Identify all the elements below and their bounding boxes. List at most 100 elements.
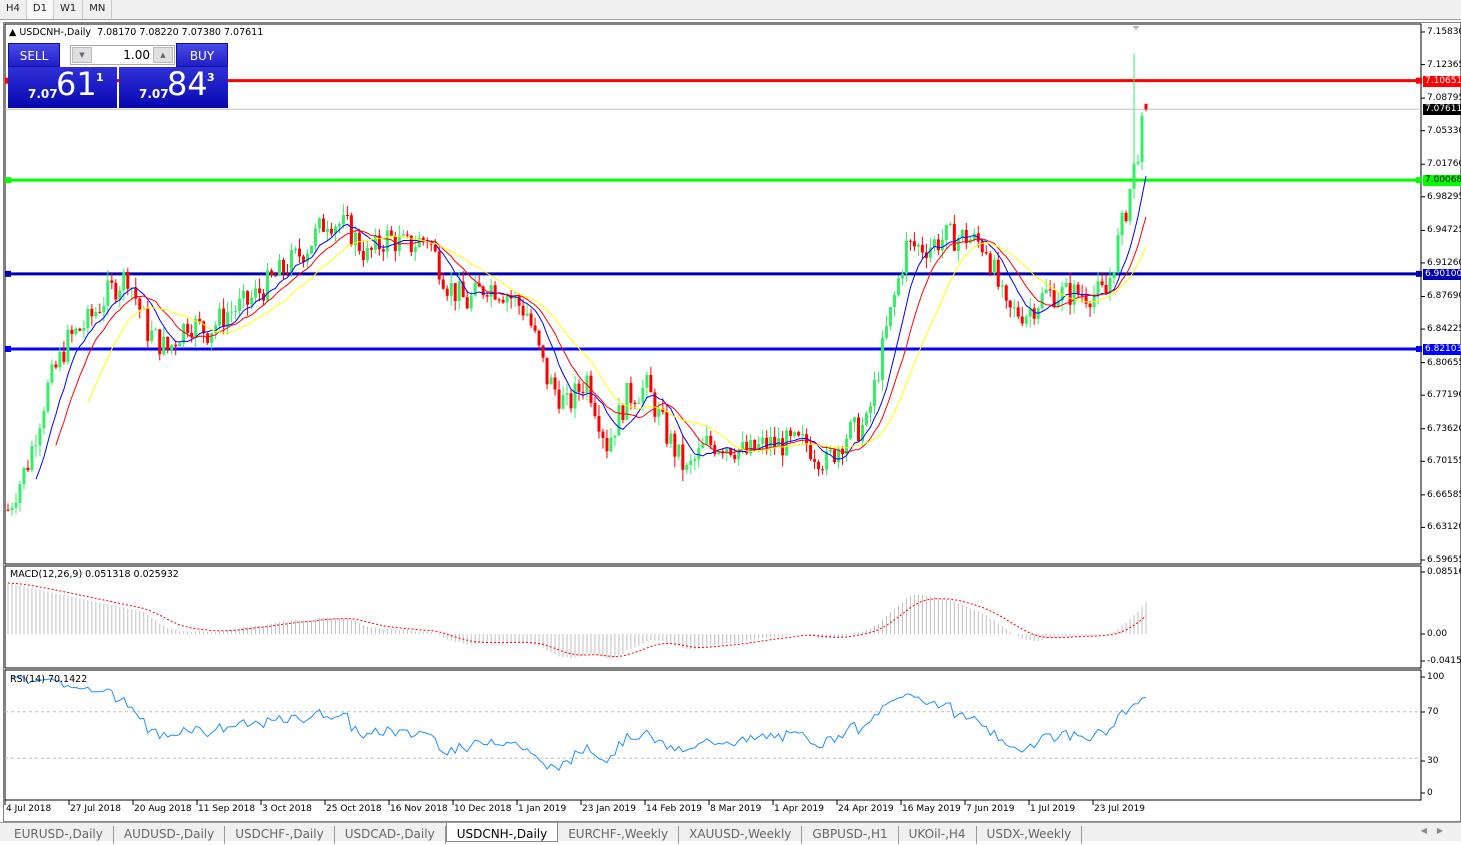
candle-body xyxy=(86,308,90,329)
candle-body xyxy=(210,332,214,343)
time-axis-label: 1 Apr 2019 xyxy=(774,804,824,814)
candle-body xyxy=(593,402,597,417)
candle-body xyxy=(908,240,912,242)
candle-body xyxy=(829,449,833,452)
candle-body xyxy=(437,251,441,280)
candle-body xyxy=(857,417,861,442)
candle-body xyxy=(896,278,900,296)
candle-body xyxy=(1088,303,1092,308)
buy-button[interactable]: BUY xyxy=(176,43,228,67)
chart-header: ▲ USDCNH-,Daily 7.08170 7.08220 7.07380 … xyxy=(9,27,263,38)
tab-chart[interactable]: USDCNH-,Daily xyxy=(445,823,559,842)
candle-body xyxy=(521,305,525,316)
candle-body xyxy=(557,389,561,409)
candle-body xyxy=(964,229,968,244)
candle-body xyxy=(773,436,777,447)
candle-body xyxy=(809,444,813,460)
chart-window[interactable] xyxy=(3,22,1461,822)
candle-body xyxy=(325,228,329,232)
decrease-lot-icon[interactable]: ▼ xyxy=(72,47,92,63)
level-price-label: 7.10651 xyxy=(1423,75,1461,87)
candle-body xyxy=(757,443,761,451)
buy-price-prefix: 7.07 xyxy=(139,87,169,101)
candle-body xyxy=(880,337,884,381)
timeframe-d1[interactable]: D1 xyxy=(26,0,54,19)
tab-chart[interactable]: USDCHF-,Daily xyxy=(225,826,335,844)
price-axis-label: 6.84225 xyxy=(1427,324,1461,335)
tab-chart[interactable]: USDCAD-,Daily xyxy=(335,826,446,844)
level-handle xyxy=(1416,177,1422,184)
tab-chart[interactable]: XAUUSD-,Weekly xyxy=(679,826,803,844)
chart-shift-marker-icon xyxy=(1132,26,1140,30)
tab-chart[interactable]: EURCHF-,Weekly xyxy=(558,826,680,844)
price-axis-label: 6.73620 xyxy=(1427,423,1461,434)
candle-body xyxy=(900,273,904,279)
candle-body xyxy=(309,245,313,254)
candle-body xyxy=(876,380,880,382)
rsi-axis-label: 70 xyxy=(1427,707,1439,717)
candle-body xyxy=(801,434,805,436)
timeframe-mn[interactable]: MN xyxy=(83,0,113,19)
candle-body xyxy=(701,444,705,449)
candle-body xyxy=(525,313,529,316)
candle-body xyxy=(1056,300,1060,307)
candle-body xyxy=(1124,212,1128,222)
candle-body xyxy=(345,214,349,216)
time-axis-label: 1 Jan 2019 xyxy=(518,804,567,814)
tab-chart[interactable]: GBPUSD-,H1 xyxy=(802,826,899,844)
tab-chart[interactable]: AUDUSD-,Daily xyxy=(114,826,226,844)
candle-body xyxy=(932,239,936,248)
time-axis-label: 7 Jun 2019 xyxy=(966,804,1015,814)
candle-body xyxy=(617,405,621,436)
candle-body xyxy=(242,291,246,299)
price-axis-label: 7.05330 xyxy=(1427,125,1461,136)
candle-body xyxy=(936,239,940,251)
ohlc-values: 7.08170 7.08220 7.07380 7.07611 xyxy=(97,27,264,38)
price-axis-label: 6.59655 xyxy=(1427,555,1461,565)
rsi-axis-label: 100 xyxy=(1427,672,1445,682)
candle-body xyxy=(833,449,837,463)
timeframe-h4[interactable]: H4 xyxy=(0,0,27,19)
sell-button[interactable]: SELL xyxy=(8,43,60,67)
candle-body xyxy=(980,241,984,253)
candle-body xyxy=(413,247,417,252)
candle-body xyxy=(1128,188,1132,222)
candle-body xyxy=(461,281,465,298)
candle-body xyxy=(202,321,206,334)
timeframe-w1[interactable]: W1 xyxy=(54,0,84,19)
candle-body xyxy=(565,393,569,396)
time-axis-label: 20 Aug 2018 xyxy=(134,804,192,814)
candle-body xyxy=(629,382,633,403)
sell-price-button[interactable]: 7.07 61 1 xyxy=(8,65,117,108)
increase-lot-icon[interactable]: ▲ xyxy=(153,47,173,63)
time-axis-label: 16 May 2019 xyxy=(902,804,961,814)
candle-body xyxy=(1000,285,1004,287)
macd-label: MACD(12,26,9) 0.051318 0.025932 xyxy=(10,569,179,580)
candle-body xyxy=(465,297,469,309)
time-axis-label: 14 Feb 2019 xyxy=(646,804,703,814)
candle-body xyxy=(166,336,170,351)
lot-size-input[interactable]: 1.00 xyxy=(123,48,150,62)
time-axis-label: 25 Oct 2018 xyxy=(326,804,382,814)
tab-chart[interactable]: UKOil-,H4 xyxy=(899,826,977,844)
buy-price-button[interactable]: 7.07 84 3 xyxy=(119,65,228,108)
candle-body xyxy=(888,307,892,327)
candle-body xyxy=(381,249,385,252)
tab-scroll-arrows-icon[interactable]: ◀▶ xyxy=(1420,826,1453,835)
candle-body xyxy=(677,444,681,457)
tab-chart[interactable]: USDX-,Weekly xyxy=(977,826,1083,844)
candle-body xyxy=(493,285,497,300)
candle-body xyxy=(1048,289,1052,291)
candle-body xyxy=(305,253,309,263)
candle-body xyxy=(282,259,286,273)
collapse-triangle-icon[interactable]: ▲ xyxy=(9,27,17,38)
tab-chart[interactable]: EURUSD-,Daily xyxy=(4,826,114,844)
level-handle xyxy=(5,270,11,277)
price-axis-label: 6.94725 xyxy=(1427,225,1461,236)
candle-body xyxy=(1004,285,1008,301)
macd-signal-line xyxy=(7,582,1147,658)
candle-body xyxy=(122,271,126,291)
candle-body xyxy=(533,325,537,331)
lot-size-stepper[interactable]: ▼ 1.00 ▲ xyxy=(70,45,175,65)
